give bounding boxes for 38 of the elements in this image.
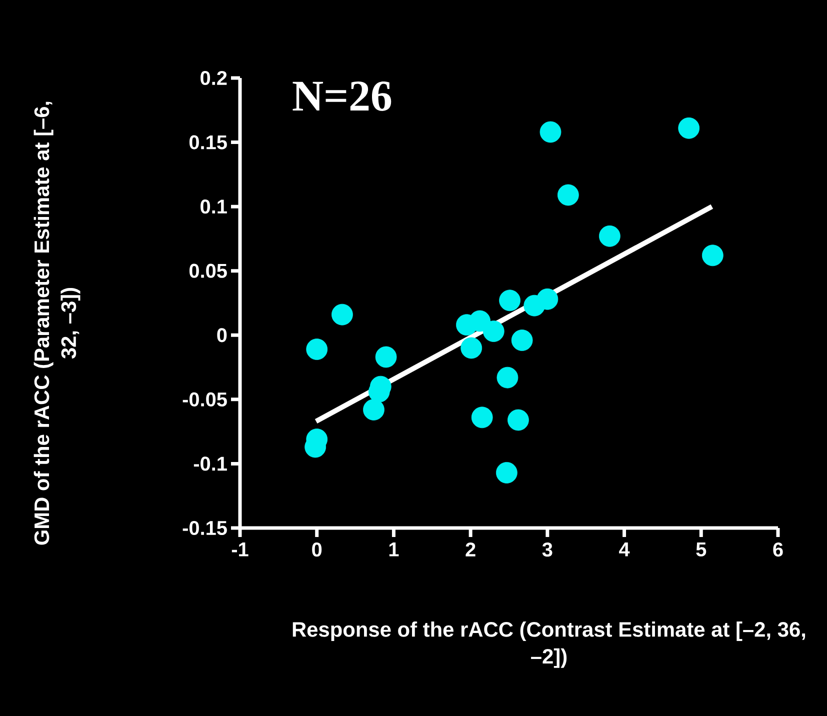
point [536,288,558,310]
point [511,330,533,351]
point [499,290,520,312]
x-axis-title: Response of the rACC (Contrast Estimate at [–2, 36, –2]) [292,622,806,668]
y-tick-label: -0.1 [194,456,227,471]
point [598,225,620,247]
y-tick-label: 0.05 [189,264,227,278]
y-tick-label: -0.05 [182,392,227,406]
point [496,366,518,388]
point [540,121,562,143]
x-tick-label: 1 [389,542,399,556]
y-tick-label: 0.15 [189,135,227,150]
point [557,184,579,206]
point [460,337,482,359]
x-tick-label: 2 [466,542,476,556]
point [471,406,493,428]
x-tick-label: 6 [773,542,783,557]
point [496,462,518,484]
y-axis-title: GMD of the rACC (Parameter Estimate at [–6, 32, –3]) [34,102,80,545]
point [482,320,504,342]
point [508,409,529,431]
annotation: N=26 [292,82,392,111]
x-tick-label: 3 [542,542,552,557]
x-tick-label: 5 [696,542,706,556]
x-tick-label: 0 [312,542,322,557]
point [332,304,353,326]
x-tick-label: 4 [619,542,630,556]
x-tick-label: -1 [232,542,248,556]
point [702,244,724,266]
point [469,310,490,332]
y-tick-label: -0.15 [182,520,227,536]
point [306,338,328,360]
point [375,346,397,368]
y-tick-label: 0.1 [200,200,227,214]
point [363,399,384,420]
y-tick-label: 0 [217,328,227,342]
y-tick-label: 0.2 [200,70,227,86]
point [678,117,700,139]
